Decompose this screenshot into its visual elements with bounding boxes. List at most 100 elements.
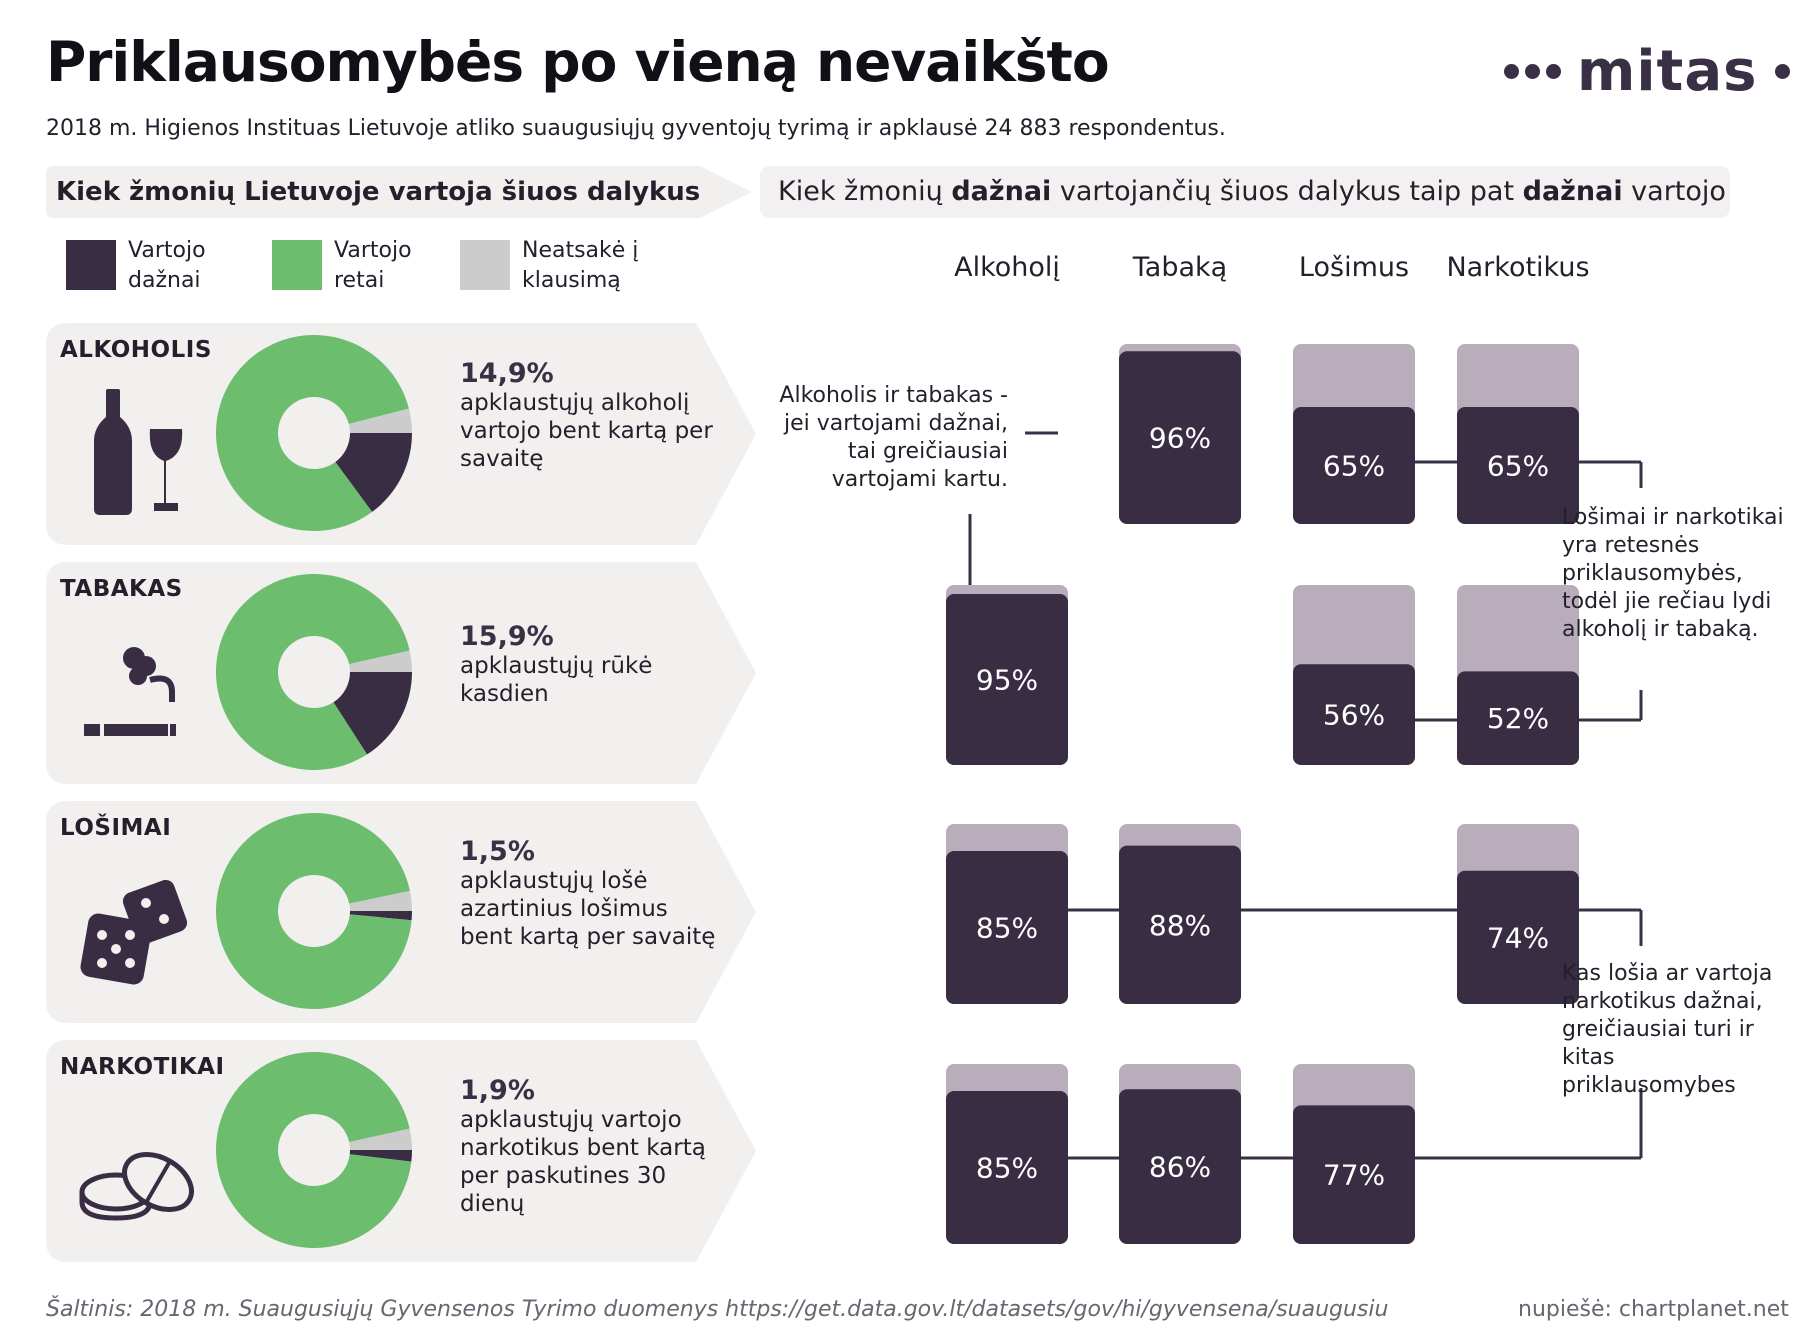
panel-stat: 1,9% apklaustųjų vartojo narkotikus bent… xyxy=(460,1076,720,1218)
bar-label: 96% xyxy=(1149,422,1211,455)
credit-link[interactable]: nupiešė: chartplanet.net xyxy=(1518,1297,1789,1322)
heading-arrow-shape xyxy=(46,166,752,218)
panel-description: apklaustųjų alkoholį vartojo bent kartą … xyxy=(460,390,713,472)
bar-label: 65% xyxy=(1487,450,1549,483)
annotation-gamblers-users: Kas lošia ar vartoja narkotikus dažnai, … xyxy=(1562,961,1773,1098)
donut-segment-rare xyxy=(216,813,412,1010)
right-heading-bold2: dažnai xyxy=(1522,176,1623,207)
donut-segment-no-answer xyxy=(349,650,412,672)
legend-label-frequent: Vartojo dažnai xyxy=(128,238,206,293)
right-heading-part1: Kiek žmonių xyxy=(778,176,952,207)
legend-swatch-frequent xyxy=(66,240,116,290)
bar-value xyxy=(1119,845,1241,1004)
panel-percent: 15,9% xyxy=(460,621,554,652)
bar-value xyxy=(1457,407,1579,524)
brand-logo[interactable]: mitas xyxy=(1504,36,1791,106)
bar-label: 74% xyxy=(1487,921,1549,954)
donut-segment-rare xyxy=(216,335,409,531)
pills-icon xyxy=(79,1152,194,1221)
panel-tobacco: TABAKAS 15,9% apklaustųjų rūkė kasdien xyxy=(46,562,766,784)
panel-name: TABAKAS xyxy=(60,576,183,602)
panel-stat: 14,9% apklaustųjų alkoholį vartojo bent … xyxy=(460,359,720,473)
donut-chart xyxy=(215,1052,412,1248)
legend-label-rare: Vartojo retai xyxy=(334,238,412,293)
donut-segment-rare xyxy=(215,1052,412,1248)
column-label: Lošimus xyxy=(1299,252,1409,283)
bar-label: 77% xyxy=(1323,1159,1385,1192)
logo-word: mitas xyxy=(1577,38,1758,104)
bar-value xyxy=(1119,351,1241,524)
legend-item-no-answer: Neatsakė į klausimą xyxy=(460,238,662,296)
panel-stat: 1,5% apklaustųjų lošė azartinius lošimus… xyxy=(460,837,720,951)
donut-chart xyxy=(216,813,412,1010)
bar-value xyxy=(946,1091,1068,1244)
right-heading-part3: vartojo xyxy=(1622,176,1726,207)
left-heading-banner: Kiek žmonių Lietuvoje vartoja šiuos daly… xyxy=(46,166,752,218)
bar-value xyxy=(1457,671,1579,765)
donut-segment-no-answer xyxy=(348,408,412,433)
bar-label: 95% xyxy=(976,664,1038,697)
right-heading-part2: vartojančių šiuos dalykus taip pat xyxy=(1051,176,1523,207)
donut-chart xyxy=(216,574,412,770)
bar-value xyxy=(1293,407,1415,524)
annotation-gambling-drugs: Lošimai ir narkotikai yra retesnės prikl… xyxy=(1562,505,1784,642)
panel-name: ALKOHOLIS xyxy=(60,337,212,363)
column-label: Alkoholį xyxy=(954,252,1060,283)
page-subtitle: 2018 m. Higienos Instituas Lietuvoje atl… xyxy=(46,116,1226,141)
dots-logo-icon xyxy=(1504,63,1561,79)
panel-percent: 1,5% xyxy=(460,836,535,867)
bar-value xyxy=(1293,664,1415,765)
legend-label-no-answer: Neatsakė į klausimą xyxy=(522,238,639,293)
legend-swatch-no-answer xyxy=(460,240,510,290)
donut-segment-frequent xyxy=(333,672,412,755)
bar-label: 88% xyxy=(1149,909,1211,942)
column-label: Narkotikus xyxy=(1446,252,1589,283)
panel-drugs: NARKOTIKAI 1,9% apklaustųjų vartojo nark… xyxy=(46,1040,766,1262)
page-title: Priklausomybės po vieną nevaikšto xyxy=(46,30,1110,94)
donut-segment-rare xyxy=(216,574,410,770)
panel-description: apklaustųjų rūkė kasdien xyxy=(460,653,653,707)
donut-segment-frequent xyxy=(349,1150,412,1162)
donut-segment-frequent xyxy=(335,433,412,512)
left-heading: Kiek žmonių Lietuvoje vartoja šiuos daly… xyxy=(56,177,701,207)
bar-label: 86% xyxy=(1149,1151,1211,1184)
bar-value xyxy=(1293,1105,1415,1244)
right-heading: Kiek žmonių dažnai vartojančių šiuos dal… xyxy=(778,176,1726,207)
wine-bottle-glass-icon xyxy=(94,389,183,515)
legend-swatch-rare xyxy=(272,240,322,290)
logo-dot-icon xyxy=(1775,63,1791,79)
bar-label: 56% xyxy=(1323,699,1385,732)
panel-stat: 15,9% apklaustųjų rūkė kasdien xyxy=(460,622,720,708)
donut-segment-frequent xyxy=(349,911,412,921)
panel-name: LOŠIMAI xyxy=(60,815,172,841)
panel-description: apklaustųjų lošė azartinius lošimus bent… xyxy=(460,868,716,950)
bar-label: 52% xyxy=(1487,702,1549,735)
panel-name: NARKOTIKAI xyxy=(60,1054,225,1080)
bar-value xyxy=(946,851,1068,1004)
bar-value xyxy=(946,594,1068,765)
panel-gambling: LOŠIMAI 1,5% apklaustųjų lošė azartinius… xyxy=(46,801,766,1023)
right-heading-bold1: dažnai xyxy=(951,176,1052,207)
column-label: Tabaką xyxy=(1132,252,1227,283)
annotation-alcohol-tobacco: Alkoholis ir tabakas - jei vartojami daž… xyxy=(779,383,1008,492)
panel-alcohol: ALKOHOLIS 14,9% apklaustųjų alkoholį var… xyxy=(46,323,766,545)
panel-description: apklaustųjų vartojo narkotikus bent kart… xyxy=(460,1107,706,1217)
panel-percent: 1,9% xyxy=(460,1075,535,1106)
bar-value xyxy=(1457,870,1579,1004)
donut-chart xyxy=(216,335,412,531)
donut-segment-no-answer xyxy=(349,1128,412,1150)
legend-item-frequent: Vartojo dažnai xyxy=(66,238,258,296)
bar-label: 85% xyxy=(976,912,1038,945)
bar-value xyxy=(1119,1089,1241,1244)
bar-label: 65% xyxy=(1323,450,1385,483)
bar-label: 85% xyxy=(976,1152,1038,1185)
source-note: Šaltinis: 2018 m. Suaugusiųjų Gyvensenos… xyxy=(46,1297,1389,1322)
right-heading-banner: Kiek žmonių dažnai vartojančių šiuos dal… xyxy=(760,166,1730,218)
donut-segment-no-answer xyxy=(349,890,412,911)
legend-item-rare: Vartojo retai xyxy=(272,238,464,296)
cigarette-smoke-icon xyxy=(84,647,176,736)
panel-percent: 14,9% xyxy=(460,358,554,389)
dice-icon xyxy=(80,879,188,985)
